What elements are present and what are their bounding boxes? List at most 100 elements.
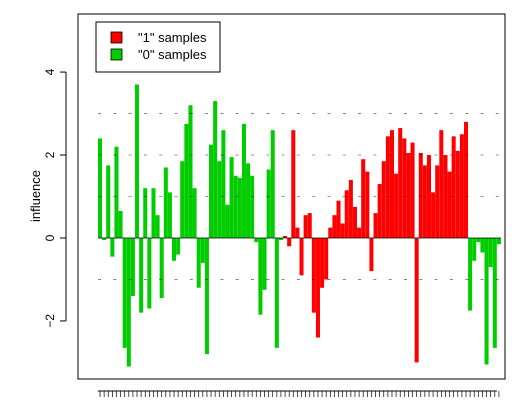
bar-33 xyxy=(229,157,234,238)
bar-80 xyxy=(422,165,427,238)
bar-58 xyxy=(332,215,337,238)
bar-51 xyxy=(303,215,308,238)
y-tick-label: 2 xyxy=(43,151,57,158)
bar-4 xyxy=(110,237,115,257)
bar-26 xyxy=(200,237,205,263)
legend: "1" samples "0" samples xyxy=(95,21,221,73)
y-axis-title: influence xyxy=(28,170,43,222)
bar-37 xyxy=(246,163,251,238)
bar-36 xyxy=(241,123,246,238)
bar-90 xyxy=(463,121,469,238)
bar-62 xyxy=(348,179,353,238)
bar-22 xyxy=(184,123,189,238)
bar-87 xyxy=(451,136,456,238)
bar-67 xyxy=(369,237,374,272)
bar-64 xyxy=(357,227,362,238)
bar-44 xyxy=(274,237,279,348)
y-tick-label: 4 xyxy=(43,68,57,75)
bar-19 xyxy=(172,237,177,261)
bar-73 xyxy=(394,173,399,238)
bar-13 xyxy=(147,237,152,309)
bar-21 xyxy=(180,161,185,238)
bar-46 xyxy=(283,235,288,238)
bar-86 xyxy=(447,171,452,238)
bar-11 xyxy=(139,237,144,313)
bar-92 xyxy=(472,237,477,261)
bar-82 xyxy=(431,192,436,238)
bar-30 xyxy=(217,161,222,238)
bar-group xyxy=(98,84,501,367)
legend-label-1-samples: "1" samples xyxy=(138,30,207,45)
legend-swatch-0-samples xyxy=(110,48,123,61)
legend-label-0-samples: "0" samples xyxy=(138,47,207,62)
bar-6 xyxy=(118,211,123,238)
bar-89 xyxy=(459,134,464,238)
y-tick-label: 0 xyxy=(43,234,57,241)
bar-76 xyxy=(406,152,411,238)
bar-14 xyxy=(151,188,156,238)
bar-53 xyxy=(311,237,316,313)
bar-77 xyxy=(410,142,415,238)
bar-20 xyxy=(176,237,181,255)
bar-40 xyxy=(258,237,263,315)
bar-75 xyxy=(402,138,407,238)
bar-63 xyxy=(352,206,357,238)
bar-78 xyxy=(414,237,419,363)
bar-71 xyxy=(385,136,390,238)
bar-12 xyxy=(143,188,148,238)
bar-32 xyxy=(225,204,230,238)
bar-79 xyxy=(418,152,423,238)
bar-69 xyxy=(377,184,382,238)
bar-65 xyxy=(361,159,366,238)
bar-39 xyxy=(254,237,259,243)
bar-25 xyxy=(196,237,201,288)
bar-52 xyxy=(307,213,312,238)
bar-23 xyxy=(188,105,193,238)
bar-96 xyxy=(488,237,493,268)
bar-95 xyxy=(484,237,489,365)
bar-83 xyxy=(435,165,440,238)
bar-91 xyxy=(468,237,473,311)
bar-59 xyxy=(336,200,341,238)
bar-88 xyxy=(455,150,460,238)
bar-41 xyxy=(262,237,267,290)
bar-29 xyxy=(213,101,218,238)
bar-84 xyxy=(439,130,444,238)
bar-15 xyxy=(155,215,160,238)
bar-43 xyxy=(270,130,275,238)
bar-50 xyxy=(299,237,304,276)
bar-16 xyxy=(159,237,164,299)
bar-7 xyxy=(122,237,127,348)
bar-35 xyxy=(237,177,242,238)
bar-48 xyxy=(291,130,296,238)
bar-45 xyxy=(278,237,283,241)
bar-61 xyxy=(344,190,349,238)
bar-38 xyxy=(250,175,255,238)
bar-97 xyxy=(492,237,497,348)
bar-17 xyxy=(163,167,168,238)
y-tick-label: −2 xyxy=(43,314,57,328)
y-axis: −2 0 2 4 xyxy=(43,68,67,328)
bar-1 xyxy=(98,138,103,238)
bar-98 xyxy=(496,237,501,245)
legend-box xyxy=(95,21,221,73)
legend-swatch-1-samples xyxy=(110,31,123,44)
bar-47 xyxy=(287,237,292,247)
bar-81 xyxy=(426,155,432,238)
bar-9 xyxy=(130,237,135,297)
bar-27 xyxy=(204,237,209,355)
bar-57 xyxy=(328,227,333,238)
bar-5 xyxy=(114,146,119,238)
plot-frame xyxy=(77,13,506,380)
bar-3 xyxy=(106,165,111,238)
bar-66 xyxy=(365,171,370,238)
bar-28 xyxy=(209,144,214,238)
bar-18 xyxy=(167,192,172,238)
bar-60 xyxy=(340,223,345,238)
bar-42 xyxy=(266,169,271,238)
bar-72 xyxy=(389,130,394,238)
bar-8 xyxy=(126,237,131,367)
bar-31 xyxy=(221,130,226,238)
bar-70 xyxy=(381,161,386,238)
bar-49 xyxy=(295,227,300,238)
